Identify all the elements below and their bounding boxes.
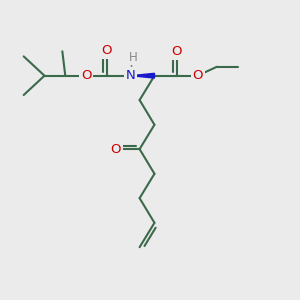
Text: O: O xyxy=(102,44,112,57)
Text: H: H xyxy=(129,51,138,64)
Text: O: O xyxy=(111,142,121,156)
Text: O: O xyxy=(81,69,91,82)
Text: O: O xyxy=(192,69,203,82)
Polygon shape xyxy=(131,73,154,78)
Text: O: O xyxy=(172,45,182,58)
Text: N: N xyxy=(126,69,136,82)
